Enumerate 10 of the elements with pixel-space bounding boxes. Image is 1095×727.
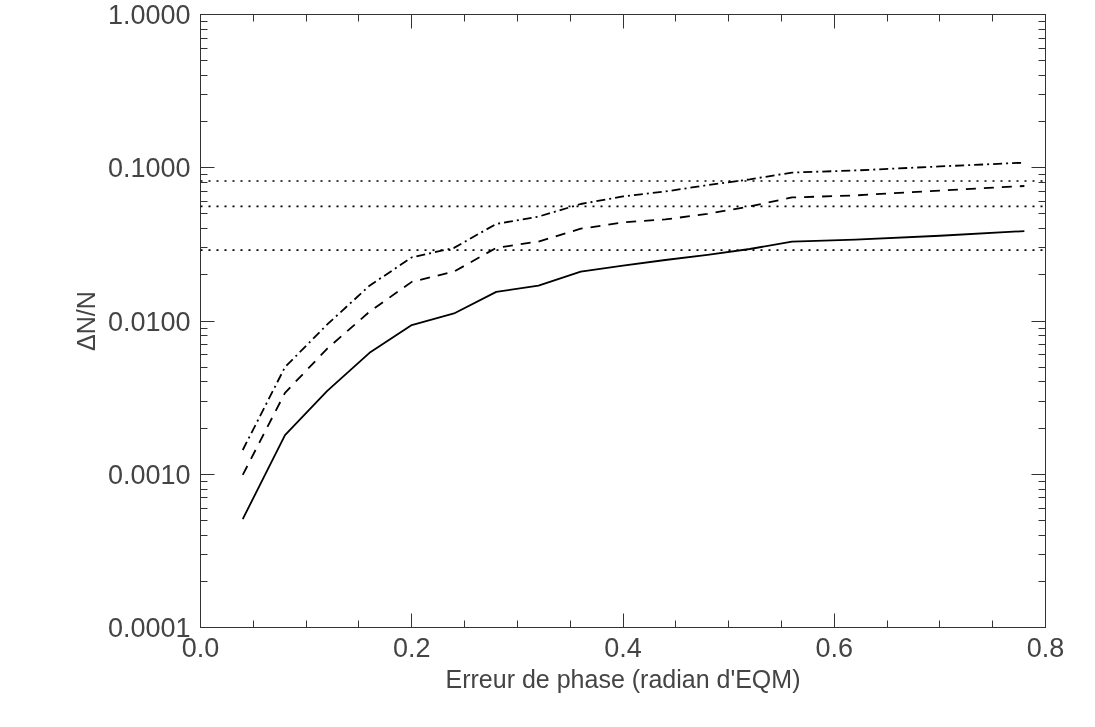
x-tick-label: 0.4 [604,632,642,663]
y-tick-label: 1.0000 [107,0,191,30]
x-axis-title: Erreur de phase (radian d'EQM) [445,664,801,693]
x-tick-label: 0.8 [1026,632,1065,663]
x-tick-label: 0.2 [392,632,431,663]
y-axis-title: ΔN/N [71,291,100,351]
y-tick-label: 0.1000 [107,153,191,184]
y-tick-label: 0.0010 [107,459,191,490]
y-tick-label: 0.0100 [107,306,191,337]
x-tick-label: 0.6 [815,632,854,663]
